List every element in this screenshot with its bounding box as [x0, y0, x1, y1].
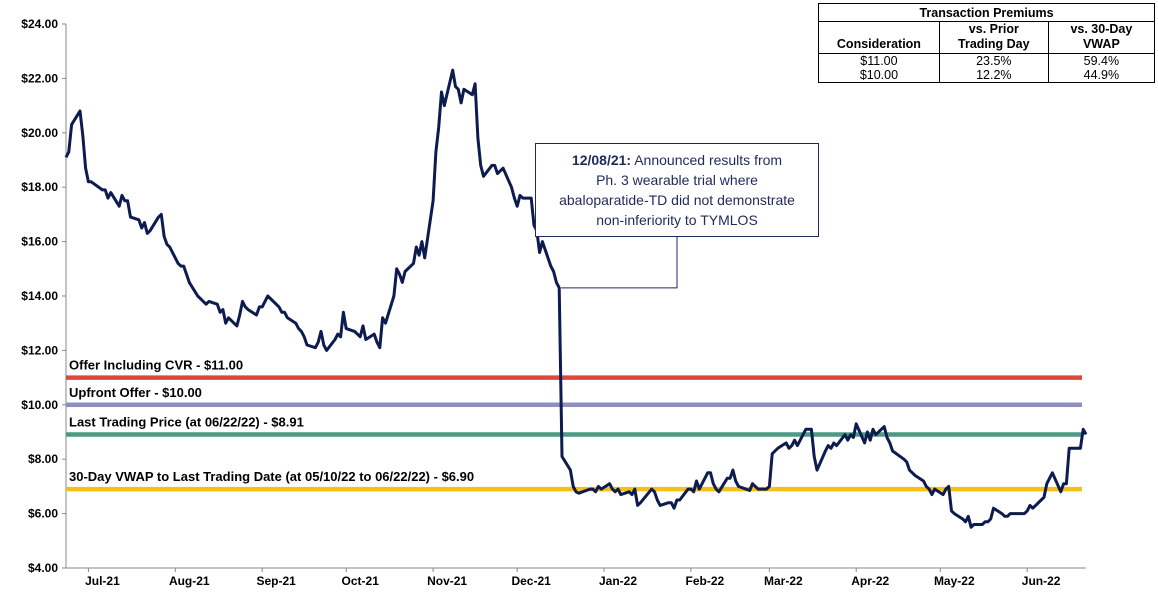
- annotation-line-1: 12/08/21: Announced results from: [536, 150, 818, 170]
- x-tick-label: Sep-21: [256, 574, 296, 588]
- reference-line-label: Upfront Offer - $10.00: [69, 385, 202, 400]
- y-tick-label: $10.00: [21, 398, 58, 412]
- col-consideration: Consideration: [818, 21, 940, 54]
- price-line: [64, 68, 1088, 529]
- col-vwap: vs. 30-Day VWAP: [1047, 21, 1156, 54]
- y-tick-label: $22.00: [21, 71, 58, 85]
- annotation-line-2: Ph. 3 wearable trial where: [596, 172, 758, 188]
- x-tick-label: Oct-21: [342, 574, 380, 588]
- chart-axes: $24.00 $22.00 $20.00 $18.00 $16.00 $14.00 $12.…: [21, 17, 1086, 588]
- cell-consideration: $10.00: [818, 68, 940, 83]
- x-tick-label: Jan-22: [599, 574, 637, 588]
- cell-prior: 12.2%: [938, 68, 1049, 83]
- annotation-line-3: abaloparatide-TD did not demonstrate: [559, 192, 795, 208]
- y-tick-label: $20.00: [21, 126, 58, 140]
- reference-line-label: Last Trading Price (at 06/22/22) - $8.91: [69, 414, 304, 429]
- x-tick-label: Mar-22: [764, 574, 803, 588]
- reference-line-label: Offer Including CVR - $11.00: [69, 358, 243, 373]
- y-tick-label: $6.00: [28, 507, 58, 521]
- col-prior-day: vs. Prior Trading Day: [938, 21, 1049, 54]
- table-title: Transaction Premiums: [818, 3, 1155, 22]
- annotation-leader-line: [561, 237, 678, 289]
- reference-line-label: 30-Day VWAP to Last Trading Date (at 05/…: [69, 469, 474, 484]
- table-row: $10.00 12.2% 44.9%: [818, 68, 1156, 83]
- x-tick-label: Aug-21: [169, 574, 210, 588]
- y-tick-label: $24.00: [21, 17, 58, 31]
- x-tick-label: Jul-21: [85, 574, 120, 588]
- y-tick-label: $8.00: [28, 452, 58, 466]
- x-tick-label: Apr-22: [851, 574, 889, 588]
- cell-vwap: 59.4%: [1047, 53, 1156, 68]
- table-row: $11.00 23.5% 59.4%: [818, 53, 1156, 68]
- y-tick-label: $12.00: [21, 343, 58, 357]
- annotation-callout: 12/08/21: Announced results from Ph. 3 w…: [535, 143, 819, 237]
- x-tick-label: May-22: [934, 574, 975, 588]
- x-tick-label: Feb-22: [686, 574, 725, 588]
- annotation-text-1: Announced results from: [631, 152, 783, 168]
- annotation-leader: [561, 237, 678, 289]
- annotation-line-4: non-inferiority to TYMLOS: [596, 212, 758, 228]
- reference-line-labels: Offer Including CVR - $11.00 Upfront Offe…: [69, 358, 474, 485]
- y-tick-label: $16.00: [21, 235, 58, 249]
- x-tick-label: Nov-21: [427, 574, 467, 588]
- x-tick-label: Dec-21: [511, 574, 551, 588]
- cell-prior: 23.5%: [938, 53, 1049, 68]
- y-tick-label: $14.00: [21, 289, 58, 303]
- cell-consideration: $11.00: [818, 53, 940, 68]
- cell-vwap: 44.9%: [1047, 68, 1156, 83]
- price-series: [64, 68, 1088, 529]
- y-tick-label: $4.00: [28, 561, 58, 575]
- transaction-premiums-table: Transaction Premiums Consideration vs. P…: [818, 3, 1156, 83]
- y-tick-label: $18.00: [21, 180, 58, 194]
- annotation-date: 12/08/21:: [571, 152, 632, 168]
- x-tick-label: Jun-22: [1022, 574, 1061, 588]
